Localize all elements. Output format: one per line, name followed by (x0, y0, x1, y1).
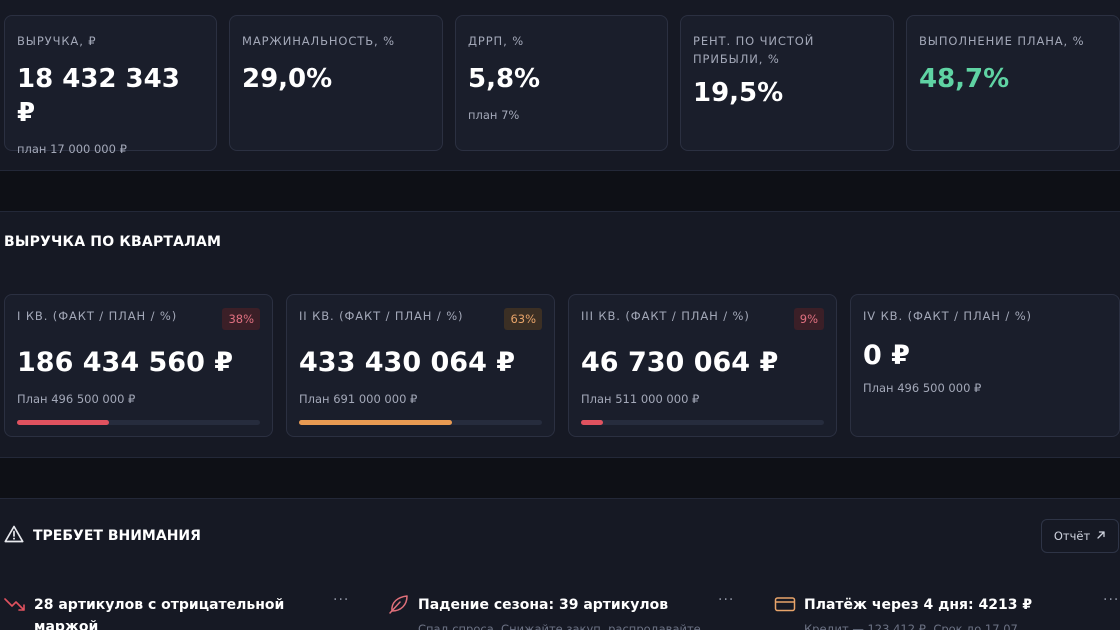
kpi-value: 18 432 343 ₽ (17, 64, 180, 128)
quarter-value: 46 730 064 ₽ (581, 347, 779, 378)
attention-band (0, 498, 1120, 630)
kpi-card-margin: МАРЖИНАЛЬНОСТЬ, % 29,0% (229, 15, 443, 151)
alert-text: Спад спроса. Снижайте закуп, распродавай… (418, 622, 701, 630)
quarter-progress-bar (17, 420, 260, 425)
quarter-label: IV КВ. (ФАКТ / ПЛАН / %) (863, 309, 1032, 323)
quarter-card-q3: III КВ. (ФАКТ / ПЛАН / %) 9% 46 730 064 … (568, 294, 837, 437)
more-options-button[interactable]: ··· (333, 592, 350, 608)
quarter-card-q2: II КВ. (ФАКТ / ПЛАН / %) 63% 433 430 064… (286, 294, 555, 437)
kpi-label: МАРЖИНАЛЬНОСТЬ, % (242, 34, 395, 48)
kpi-label: ДРРП, % (468, 34, 525, 48)
quarter-plan: План 691 000 000 ₽ (299, 392, 418, 406)
alert-title: Падение сезона: 39 артикулов (418, 597, 669, 613)
kpi-label: РЕНТ. ПО ЧИСТОЙ ПРИБЫЛИ, % (693, 34, 815, 66)
kpi-value: 19,5% (693, 78, 784, 108)
leaf-icon (388, 594, 410, 614)
report-button-label: Отчёт (1053, 529, 1091, 543)
quarter-progress-fill (17, 420, 110, 425)
quarter-progress-bar (581, 420, 824, 425)
quarter-label: III КВ. (ФАКТ / ПЛАН / %) (581, 309, 750, 323)
kpi-label: ВЫПОЛНЕНИЕ ПЛАНА, % (919, 34, 1085, 48)
more-options-button[interactable]: ··· (718, 592, 735, 608)
attention-header: ТРЕБУЕТ ВНИМАНИЯ (4, 524, 201, 548)
quarter-plan: План 496 500 000 ₽ (17, 392, 136, 406)
kpi-card-net-profitability: РЕНТ. ПО ЧИСТОЙ ПРИБЫЛИ, % 19,5% (680, 15, 894, 151)
kpi-value: 29,0% (242, 64, 333, 94)
kpi-card-plan-completion: ВЫПОЛНЕНИЕ ПЛАНА, % 48,7% (906, 15, 1120, 151)
quarter-percent-badge: 9% (793, 308, 824, 330)
kpi-card-revenue: ВЫРУЧКА, ₽ 18 432 343 ₽ план 17 000 000 … (4, 15, 217, 156)
kpi-plan: план 17 000 000 ₽ (17, 142, 127, 156)
arrow-up-right-icon (1096, 529, 1106, 543)
quarter-value: 0 ₽ (863, 340, 910, 371)
quarter-plan: План 496 500 000 ₽ (863, 381, 982, 395)
quarter-label: II КВ. (ФАКТ / ПЛАН / %) (299, 309, 464, 323)
kpi-plan: план 7% (468, 108, 520, 122)
kpi-label: ВЫРУЧКА, ₽ (17, 34, 97, 48)
alert-title: Платёж через 4 дня: 4213 ₽ (804, 597, 1033, 613)
alert-text: Кредит — 123 412 ₽. Срок до 17.07 (804, 622, 1018, 630)
quarter-percent-badge: 63% (504, 308, 542, 330)
attention-title: ТРЕБУЕТ ВНИМАНИЯ (33, 528, 201, 544)
kpi-value: 5,8% (468, 64, 541, 94)
quarter-percent-badge: 38% (222, 308, 260, 330)
quarter-card-q4: IV КВ. (ФАКТ / ПЛАН / %) 0 ₽ План 496 50… (850, 294, 1120, 437)
report-button[interactable]: Отчёт (1041, 519, 1119, 553)
alert-item-season-drop[interactable]: Падение сезона: 39 артикулов Спад спроса… (388, 594, 718, 630)
warning-icon (4, 525, 24, 547)
kpi-card-drrp: ДРРП, % 5,8% план 7% (455, 15, 668, 151)
quarter-label: I КВ. (ФАКТ / ПЛАН / %) (17, 309, 178, 323)
quarter-progress-fill (581, 420, 603, 425)
quarter-progress-fill (299, 420, 453, 425)
quarter-plan: План 511 000 000 ₽ (581, 392, 700, 406)
alert-title: 28 артикулов с отрицательной маржой (34, 597, 285, 630)
section-title: ВЫРУЧКА ПО КВАРТАЛАМ (4, 234, 222, 250)
quarter-value: 433 430 064 ₽ (299, 347, 516, 378)
alert-item-negative-margin[interactable]: 28 артикулов с отрицательной маржой (4, 594, 304, 630)
alert-item-payment-due[interactable]: Платёж через 4 дня: 4213 ₽ Кредит — 123 … (774, 594, 1094, 630)
quarter-value: 186 434 560 ₽ (17, 347, 234, 378)
trend-down-icon (4, 594, 26, 614)
kpi-value: 48,7% (919, 64, 1010, 94)
card-icon (774, 594, 796, 614)
quarter-progress-bar (299, 420, 542, 425)
more-options-button[interactable]: ··· (1103, 592, 1120, 608)
quarter-card-q1: I КВ. (ФАКТ / ПЛАН / %) 38% 186 434 560 … (4, 294, 273, 437)
